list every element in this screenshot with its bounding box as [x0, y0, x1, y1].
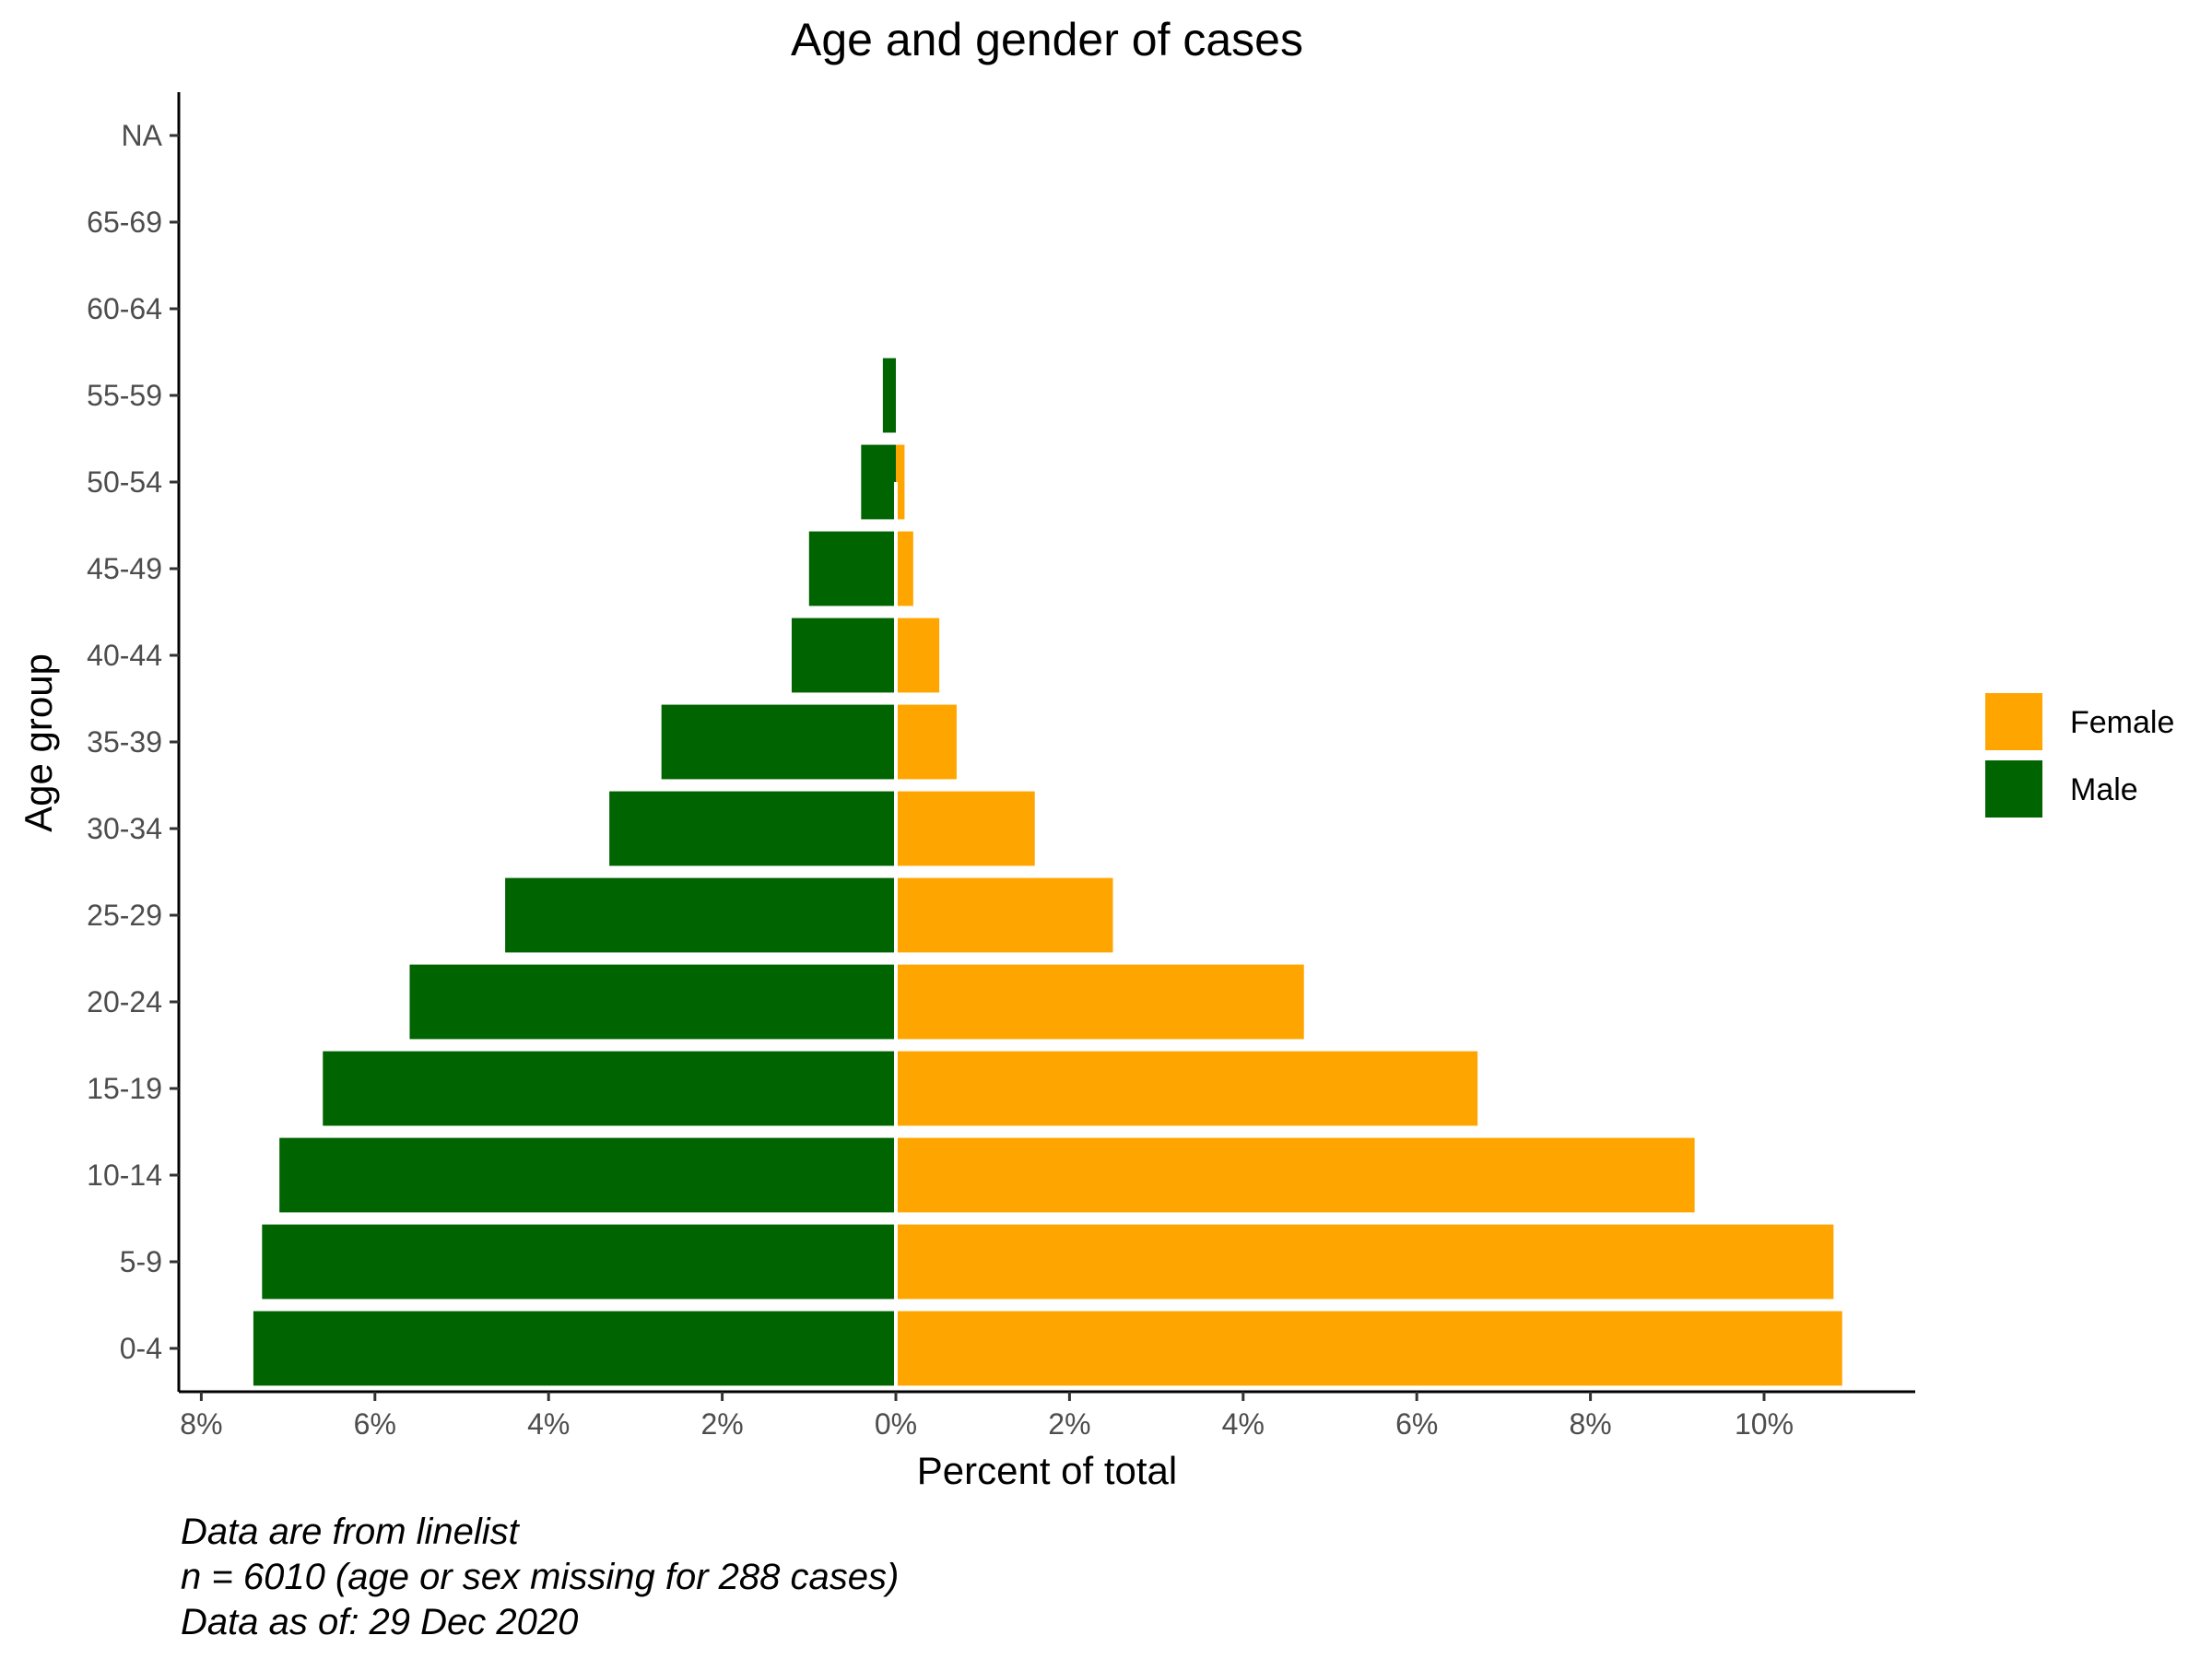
- bar-male-10-14: [279, 1137, 896, 1213]
- x-tick-label: 4%: [527, 1407, 570, 1441]
- x-axis-ticks: 8% 6% 4% 2% 0% 2% 4% 6% 8% 10%: [180, 1392, 1794, 1441]
- y-tick-label: 50-54: [87, 465, 162, 499]
- bar-male-15-19: [323, 1051, 896, 1126]
- legend-label-male: Male: [2070, 772, 2138, 807]
- x-tick-label: 6%: [1395, 1407, 1438, 1441]
- bar-female-40-44: [896, 618, 940, 693]
- caption-line-2: n = 6010 (age or sex missing for 288 cas…: [181, 1557, 899, 1597]
- legend-key-female: [1985, 693, 2042, 750]
- legend: Female Male: [1985, 693, 2174, 818]
- x-tick-label: 0%: [875, 1407, 917, 1441]
- bars-group: [253, 358, 1842, 1386]
- y-tick-label: 20-24: [87, 985, 162, 1018]
- y-axis-ticks: 0-4 5-9 10-14 15-19 20-24 25-29 30-34 35-39 40-4…: [87, 119, 179, 1365]
- bar-female-5-9: [896, 1224, 1834, 1300]
- caption: Data are from linelist n = 6010 (age or …: [181, 1512, 899, 1642]
- x-tick-label: 2%: [700, 1407, 743, 1441]
- bar-female-45-49: [896, 531, 913, 606]
- bar-female-0-4: [896, 1311, 1842, 1386]
- bar-female-20-24: [896, 964, 1304, 1040]
- x-tick-label: 8%: [180, 1407, 222, 1441]
- bar-female-10-14: [896, 1137, 1695, 1213]
- bar-male-55-59: [882, 358, 896, 433]
- y-tick-label: 5-9: [120, 1245, 162, 1278]
- legend-key-male: [1985, 760, 2042, 818]
- x-tick-label: 8%: [1569, 1407, 1611, 1441]
- caption-line-1: Data are from linelist: [181, 1512, 521, 1552]
- bar-female-25-29: [896, 877, 1113, 953]
- y-tick-label: 10-14: [87, 1159, 162, 1192]
- x-tick-label: 10%: [1735, 1407, 1794, 1441]
- y-tick-label: 45-49: [87, 552, 162, 585]
- x-axis-title: Percent of total: [917, 1449, 1178, 1492]
- y-tick-label: 30-34: [87, 812, 162, 845]
- y-tick-label: 40-44: [87, 639, 162, 672]
- bar-female-30-34: [896, 791, 1035, 866]
- bar-male-50-54: [861, 444, 896, 520]
- y-tick-label: 65-69: [87, 206, 162, 239]
- bar-female-50-54: [896, 444, 905, 520]
- bar-male-30-34: [609, 791, 896, 866]
- y-tick-label: 15-19: [87, 1072, 162, 1105]
- bar-male-45-49: [808, 531, 896, 606]
- x-tick-label: 6%: [354, 1407, 396, 1441]
- bar-female-35-39: [896, 704, 957, 780]
- bar-male-25-29: [505, 877, 896, 953]
- bar-male-35-39: [661, 704, 896, 780]
- x-tick-label: 2%: [1048, 1407, 1090, 1441]
- y-axis-title: Age group: [17, 653, 60, 832]
- bar-male-5-9: [262, 1224, 897, 1300]
- bar-male-40-44: [791, 618, 896, 693]
- legend-label-female: Female: [2070, 705, 2174, 740]
- bar-male-20-24: [409, 964, 897, 1040]
- y-tick-label: NA: [122, 119, 163, 152]
- y-tick-label: 60-64: [87, 292, 162, 325]
- y-tick-label: 55-59: [87, 379, 162, 412]
- y-tick-label: 25-29: [87, 899, 162, 932]
- y-tick-label: 35-39: [87, 725, 162, 759]
- chart-title: Age and gender of cases: [791, 14, 1303, 65]
- bar-female-15-19: [896, 1051, 1478, 1126]
- y-tick-label: 0-4: [120, 1332, 162, 1365]
- bar-male-0-4: [253, 1311, 896, 1386]
- caption-line-3: Data as of: 29 Dec 2020: [181, 1602, 578, 1642]
- x-tick-label: 4%: [1222, 1407, 1265, 1441]
